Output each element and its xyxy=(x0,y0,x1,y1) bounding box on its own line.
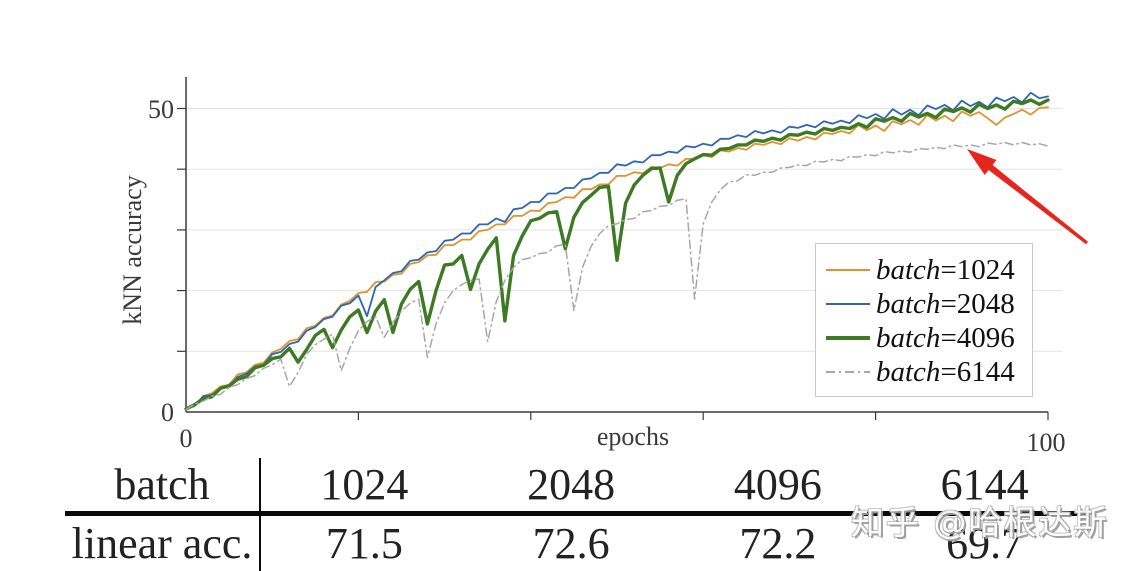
table-value-71-5: 71.5 xyxy=(325,519,403,568)
table-value-72-6: 72.6 xyxy=(532,519,610,568)
table-value-69-7: 69.7 xyxy=(946,519,1024,568)
curve-batch-2048 xyxy=(185,91,1049,410)
table-value-72-2: 72.2 xyxy=(739,519,817,568)
legend-swatch-batch-6144 xyxy=(826,371,870,373)
legend-label: batch=4096 xyxy=(876,321,1015,354)
y-tick-50: 50 xyxy=(148,95,174,124)
zhihu-watermark: 知乎 @哈根达斯 xyxy=(851,503,1109,542)
curve-batch-4096 xyxy=(184,98,1050,411)
legend-item-batch-4096: batch=4096 xyxy=(826,321,1032,355)
x-tick-100: 100 xyxy=(1026,428,1066,457)
legend-item-batch-1024: batch=1024 xyxy=(826,253,1032,287)
legend-swatch-batch-1024 xyxy=(826,269,870,271)
legend-label-var: batch xyxy=(876,253,941,286)
legend-label-value: =4096 xyxy=(940,321,1015,354)
curve-batch-6144 xyxy=(185,141,1049,411)
legend-label: batch=6144 xyxy=(876,355,1015,388)
results-table: batch 1024 2048 4096 6144 linear acc. 71… xyxy=(65,458,1088,571)
legend-label-value: =2048 xyxy=(940,287,1015,320)
legend-label-var: batch xyxy=(876,355,941,388)
table-row-label-linear-acc: linear acc. xyxy=(65,516,261,571)
table-header-4096: 4096 xyxy=(674,458,882,516)
legend-item-batch-2048: batch=2048 xyxy=(826,287,1032,321)
y-axis-label: kNN accuracy xyxy=(118,175,147,325)
table-header-1024: 1024 xyxy=(261,458,468,516)
table-header-batch: batch xyxy=(65,458,261,516)
legend-label: batch=2048 xyxy=(876,287,1015,320)
x-axis-label: epochs xyxy=(596,422,670,451)
legend-swatch-batch-4096 xyxy=(826,336,870,340)
curve-batch-1024 xyxy=(185,106,1049,410)
legend-item-batch-6144: batch=6144 xyxy=(826,355,1032,389)
legend-label-var: batch xyxy=(876,321,941,354)
red-arrow-annotation xyxy=(967,149,1088,245)
legend-label-value: =6144 xyxy=(940,355,1015,388)
legend-label-var: batch xyxy=(876,287,941,320)
legend: batch=1024 batch=2048 batch=4096 batch=6144 xyxy=(815,243,1033,397)
x-tick-0: 0 xyxy=(179,424,193,453)
y-tick-0: 0 xyxy=(161,398,174,427)
legend-label-value: =1024 xyxy=(940,253,1015,286)
table-header-6144: 6144 xyxy=(881,458,1088,516)
table-header-2048: 2048 xyxy=(467,458,675,516)
legend-swatch-batch-2048 xyxy=(826,303,870,305)
legend-label: batch=1024 xyxy=(876,253,1015,286)
